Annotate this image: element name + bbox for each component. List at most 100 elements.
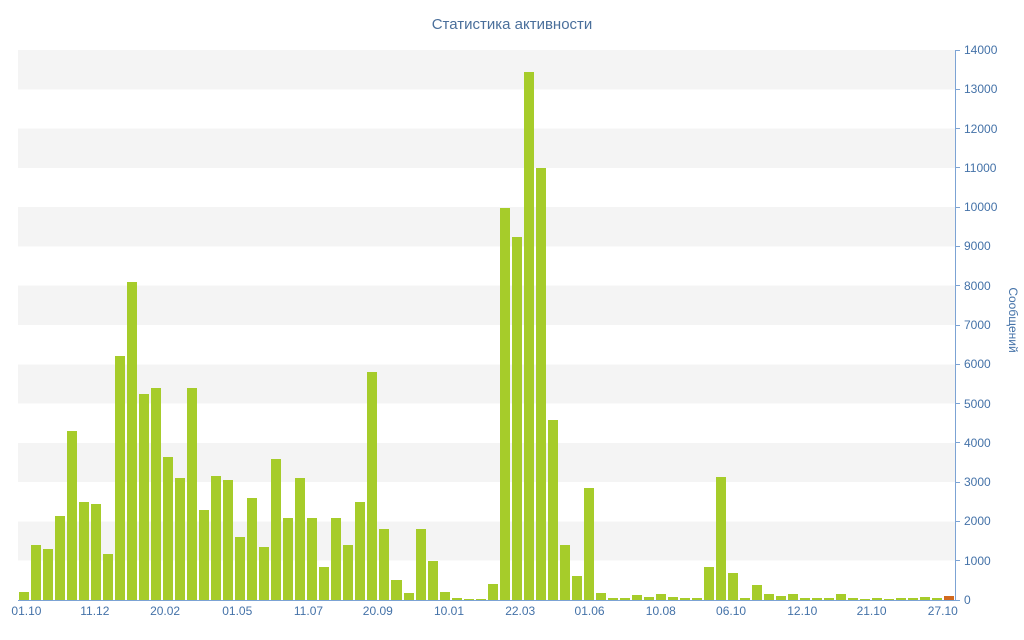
y-tick-label: 7000 [964, 318, 991, 332]
x-tick-label: 06.10 [716, 604, 747, 618]
bar [283, 517, 294, 600]
bar-slot [763, 50, 775, 600]
y-tickmark [956, 128, 960, 130]
bar [751, 585, 762, 600]
bar [727, 572, 738, 600]
bar [571, 575, 582, 600]
bar-slot [691, 50, 703, 600]
bar-slot [378, 50, 390, 600]
bar [559, 545, 570, 600]
bar [199, 509, 210, 600]
bar-slot [210, 50, 222, 600]
bar-slot [330, 50, 342, 600]
bar [379, 529, 390, 600]
plot-area [18, 50, 956, 601]
bar-slot [619, 50, 631, 600]
y-tick-label: 3000 [964, 475, 991, 490]
bar [583, 488, 594, 600]
bar-slot [354, 50, 366, 600]
y-tickmark [956, 167, 960, 169]
bar-slot [174, 50, 186, 600]
bar-slot [451, 50, 463, 600]
bar [535, 167, 546, 600]
x-tick-label: 22.03 [505, 604, 536, 618]
bar [547, 420, 558, 600]
bar-slot [847, 50, 859, 600]
x-axis: 01.10 11.12 20.02 01.05 11.07 20.09 10.01 22.03… [11, 604, 958, 624]
x-tick-label: 27.10 [927, 604, 958, 618]
bar-slot [138, 50, 150, 600]
bar [415, 529, 426, 600]
bar [511, 237, 522, 600]
bar-slot [643, 50, 655, 600]
bar-slot [823, 50, 835, 600]
bar [79, 501, 90, 600]
bar [235, 537, 246, 600]
bar-slot [342, 50, 354, 600]
bar [247, 497, 258, 600]
bar-slot [18, 50, 30, 600]
bar-slot [54, 50, 66, 600]
bar [499, 208, 510, 600]
bar-slot [294, 50, 306, 600]
bar-slot [511, 50, 523, 600]
x-tick-label: 11.12 [80, 604, 110, 618]
bar-slot [835, 50, 847, 600]
bar [163, 456, 174, 600]
bar-slot [631, 50, 643, 600]
bar [451, 598, 462, 600]
bar [872, 598, 883, 600]
y-tick-label: 13000 [964, 82, 998, 97]
bar [631, 594, 642, 600]
y-tick-label: 12000 [964, 121, 998, 136]
bar [860, 598, 871, 600]
bar [151, 387, 162, 600]
x-tick-label: 21.10 [856, 604, 887, 618]
y-tick-label: 10000 [964, 200, 998, 215]
bar-current-period [944, 596, 955, 600]
bar [932, 598, 943, 600]
bar-slot [258, 50, 270, 600]
bar [679, 598, 690, 600]
bar-slot [318, 50, 330, 600]
bar-slot [270, 50, 282, 600]
y-axis: 0 1000 2000 3000 4000 5000 6000 7000 8000 9000 100… [956, 43, 1006, 607]
bar [788, 593, 799, 600]
bar-slot [30, 50, 42, 600]
bar [259, 546, 270, 600]
bar-series [18, 50, 955, 600]
bar-slot [162, 50, 174, 600]
bar-slot [523, 50, 535, 600]
bar [103, 554, 114, 600]
bar-slot [811, 50, 823, 600]
y-tickmark [956, 88, 960, 90]
bar [271, 458, 282, 600]
y-tickmark [956, 481, 960, 483]
bar [896, 598, 907, 600]
bar [643, 597, 654, 600]
bar-slot [775, 50, 787, 600]
bar-slot [715, 50, 727, 600]
bar-slot [306, 50, 318, 600]
bar-slot [727, 50, 739, 600]
bar-slot [535, 50, 547, 600]
bar [523, 71, 534, 600]
y-tickmark [956, 49, 960, 51]
bar-slot [126, 50, 138, 600]
x-tick-label: 10.08 [645, 604, 676, 618]
bar-slot [475, 50, 487, 600]
bar-slot [799, 50, 811, 600]
bar [211, 476, 222, 600]
y-tick-label: 9000 [964, 239, 991, 254]
bar-slot [703, 50, 715, 600]
x-tick-label: 11.07 [293, 604, 324, 618]
bar-slot [739, 50, 751, 600]
y-tick-label: 6000 [964, 357, 991, 372]
bar [884, 598, 895, 600]
bar-slot [78, 50, 90, 600]
bar-slot [66, 50, 78, 600]
bar [331, 517, 342, 600]
bar-slot [883, 50, 895, 600]
bar [763, 594, 774, 600]
bar [920, 596, 931, 600]
